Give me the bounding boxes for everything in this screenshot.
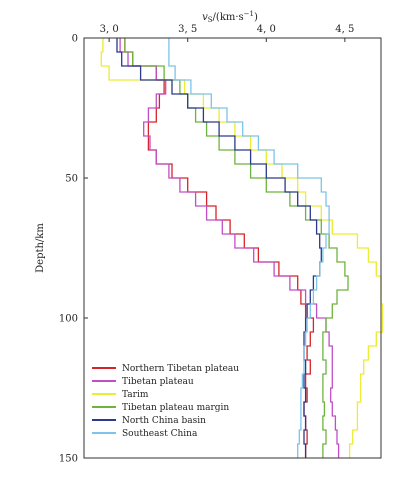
legend-label-northern-tibetan-plateau: Northern Tibetan plateau xyxy=(122,364,239,374)
legend-label-southeast-china: Southeast China xyxy=(122,429,198,439)
series-line-tarim xyxy=(100,38,384,458)
y-axis-title: Depth/km xyxy=(35,223,46,273)
series-line-southeast-china xyxy=(168,38,330,458)
series-layer xyxy=(100,38,384,458)
legend-label-north-china-basin: North China basin xyxy=(122,416,206,426)
y-tick-label: 50 xyxy=(65,174,78,185)
series-line-north-china-basin xyxy=(116,38,322,458)
legend-label-tibetan-plateau: Tibetan plateau xyxy=(122,377,194,387)
y-tick-label: 100 xyxy=(59,314,78,325)
y-tick-label: 0 xyxy=(72,34,78,45)
x-tick-label: 3, 5 xyxy=(178,24,197,35)
legend-label-tibetan-plateau-margin: Tibetan plateau margin xyxy=(122,403,229,413)
x-tick-label: 3, 0 xyxy=(100,24,119,35)
x-tick-label: 4, 5 xyxy=(335,24,354,35)
x-tick-label: 4, 0 xyxy=(257,24,276,35)
series-line-tibetan-plateau xyxy=(119,38,340,458)
legend-label-tarim: Tarim xyxy=(122,390,149,400)
plot-frame xyxy=(83,37,382,459)
axis-layer: 3, 0 3, 5 4, 0 4, 5 0 50 100 150 xyxy=(59,24,354,465)
legend: Northern Tibetan plateau Tibetan plateau T… xyxy=(92,364,239,439)
x-axis-title: vS/(km·s−1) xyxy=(202,10,258,24)
y-tick-label: 150 xyxy=(59,454,78,465)
